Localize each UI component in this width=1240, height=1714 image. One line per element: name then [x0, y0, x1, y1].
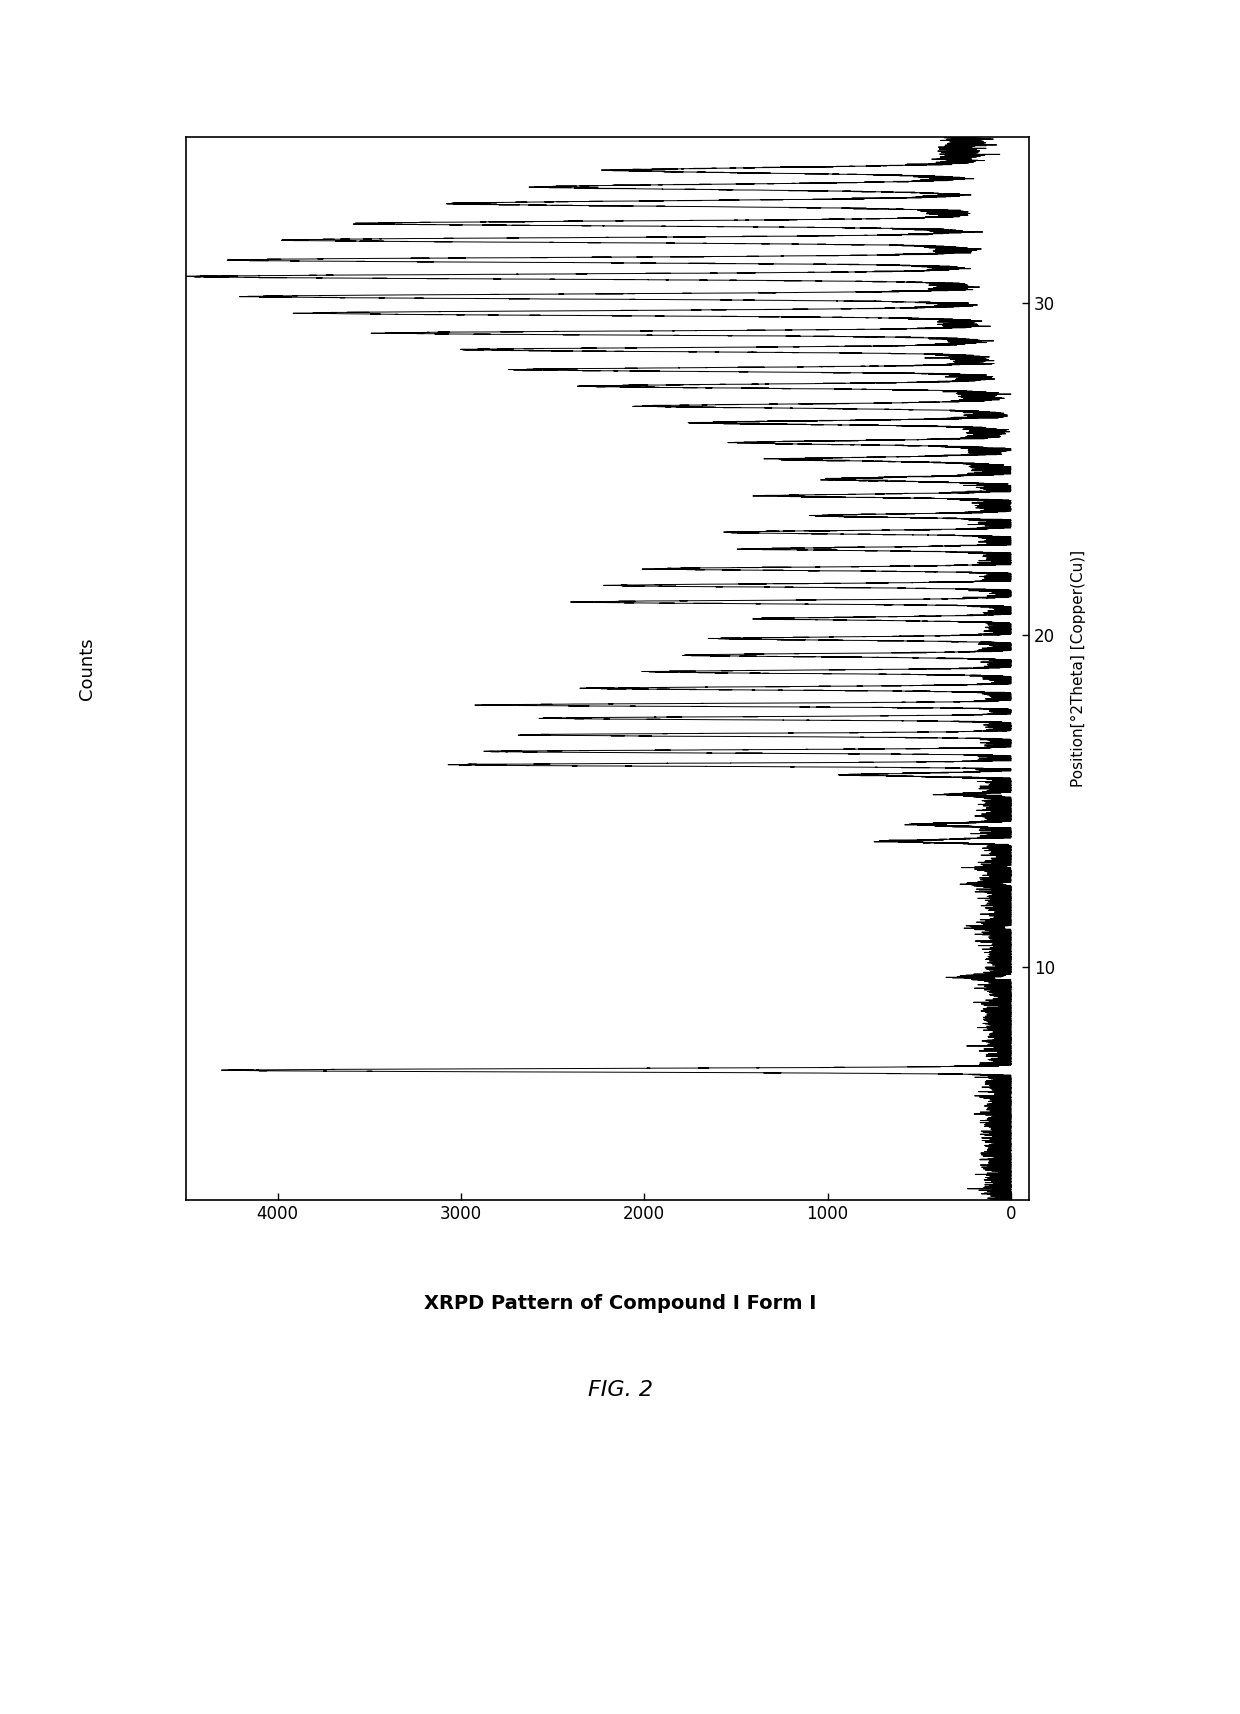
Text: Position[°2Theta] [Copper(Cu)]: Position[°2Theta] [Copper(Cu)]: [1071, 550, 1086, 787]
Text: FIG. 2: FIG. 2: [588, 1380, 652, 1400]
Text: Counts: Counts: [78, 638, 95, 699]
Text: XRPD Pattern of Compound I Form I: XRPD Pattern of Compound I Form I: [424, 1294, 816, 1313]
